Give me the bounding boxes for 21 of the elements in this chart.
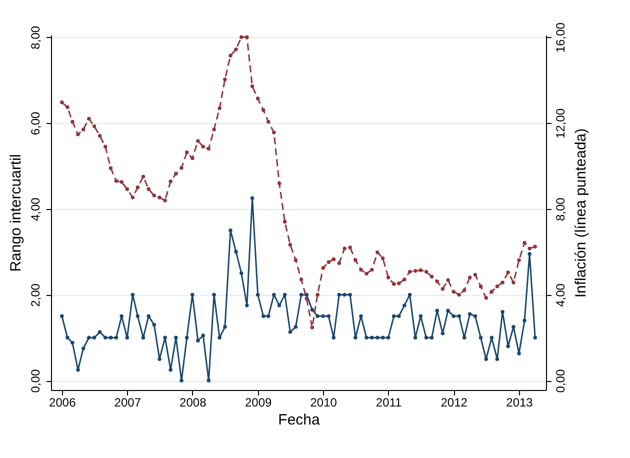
y2-axis-title: Inflación (línea punteada) [572, 128, 590, 298]
y-tick-label: 2,00 [28, 283, 42, 307]
y-tick-label: 8,00 [28, 26, 42, 50]
y-tick-label: 0,00 [28, 369, 42, 393]
x-tick-label: 2013 [506, 396, 534, 410]
x-tick-label: 2007 [114, 396, 142, 410]
x-axis-title: Fecha [278, 412, 320, 428]
x-tick-label: 2010 [310, 396, 338, 410]
x-tick-label: 2006 [49, 396, 76, 410]
x-tick-label: 2012 [440, 396, 468, 410]
x-tick-label: 2011 [376, 396, 402, 410]
y2-tick-label: 12,00 [554, 108, 568, 139]
y2-tick-label: 0,00 [554, 369, 568, 393]
y-tick-label: 4,00 [28, 197, 42, 222]
y2-tick-label: 8,00 [554, 197, 568, 222]
x-tick-label: 2008 [180, 396, 207, 410]
y-axis-title: Rango intercuartil [8, 154, 24, 272]
y-tick-label: 6,00 [28, 111, 42, 136]
y2-tick-label: 4,00 [554, 283, 568, 307]
x-tick-label: 2009 [244, 396, 272, 410]
y2-tick-label: 16,00 [554, 22, 568, 53]
